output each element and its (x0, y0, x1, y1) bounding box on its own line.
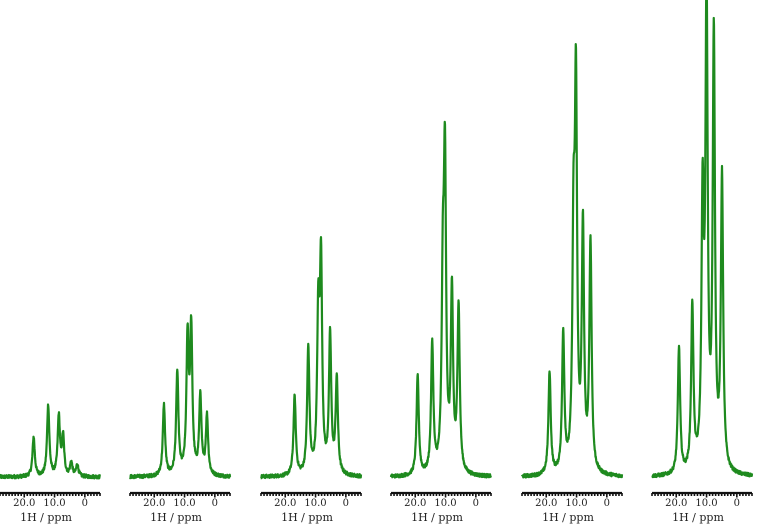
tick-label: 0 (473, 498, 479, 509)
x-axis-label: 1H / ppm (542, 511, 594, 524)
spectrum-trace (0, 403, 101, 480)
tick-label: 10.0 (43, 498, 65, 509)
spectrum-panel-4: 20.0 10.0 0 1H / ppm (389, 120, 492, 524)
spectrum-panel-2: 20.0 10.0 0 1H / ppm (129, 314, 232, 524)
tick-label: 10.0 (434, 498, 456, 509)
x-axis-label: 1H / ppm (281, 511, 333, 524)
tick-label: 0 (604, 498, 610, 509)
tick-label: 0 (82, 498, 88, 509)
spectrum-trace (260, 236, 363, 480)
spectrum-trace (520, 43, 624, 479)
tick-label: 20.0 (404, 498, 426, 509)
x-axis-label: 1H / ppm (20, 511, 72, 524)
tick-label: 20.0 (665, 498, 687, 509)
spectrum-trace (651, 0, 754, 479)
tick-label: 10.0 (173, 498, 195, 509)
x-axis-label: 1H / ppm (411, 511, 463, 524)
spectrum-panel-1: 20.0 10.0 0 1H / ppm (0, 403, 101, 524)
x-axis-label: 1H / ppm (672, 511, 724, 524)
tick-label: 0 (212, 498, 218, 509)
tick-label: 10.0 (565, 498, 587, 509)
tick-label: 20.0 (535, 498, 557, 509)
tick-label: 20.0 (274, 498, 296, 509)
spectrum-panel-5: 20.0 10.0 0 1H / ppm (520, 43, 624, 524)
spectrum-panel-6: 20.0 10.0 0 1H / ppm (651, 0, 754, 524)
spectrum-panel-3: 20.0 10.0 0 1H / ppm (260, 236, 363, 524)
tick-label: 10.0 (695, 498, 717, 509)
x-axis-label: 1H / ppm (150, 511, 202, 524)
tick-label: 0 (734, 498, 740, 509)
tick-label: 0 (343, 498, 349, 509)
spectrum-trace (129, 314, 232, 480)
tick-label: 20.0 (143, 498, 165, 509)
tick-label: 10.0 (304, 498, 326, 509)
tick-label: 20.0 (13, 498, 35, 509)
spectrum-trace (389, 120, 492, 479)
